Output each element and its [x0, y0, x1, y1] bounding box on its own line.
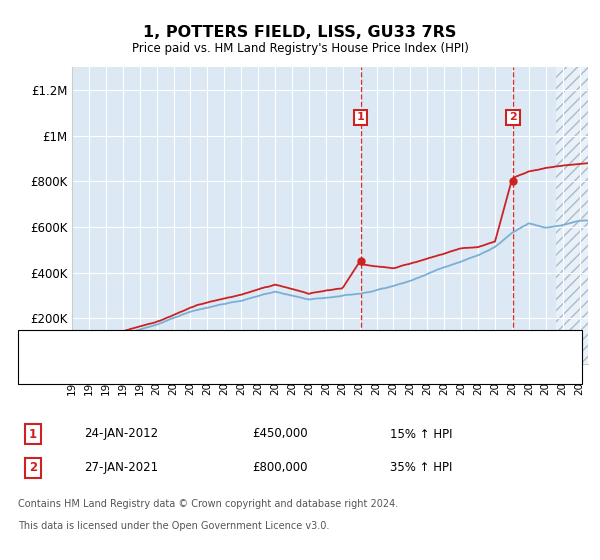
Text: Price paid vs. HM Land Registry's House Price Index (HPI): Price paid vs. HM Land Registry's House … [131, 42, 469, 55]
Text: 35% ↑ HPI: 35% ↑ HPI [390, 461, 452, 474]
Text: 2: 2 [509, 113, 517, 123]
Bar [556, 67, 588, 364]
Text: 1: 1 [357, 113, 365, 123]
Text: 27-JAN-2021: 27-JAN-2021 [84, 461, 158, 474]
Text: HPI: Average price, detached house, East Hampshire: HPI: Average price, detached house, East… [78, 363, 372, 374]
Text: Contains HM Land Registry data © Crown copyright and database right 2024.: Contains HM Land Registry data © Crown c… [18, 499, 398, 509]
Text: £800,000: £800,000 [252, 461, 308, 474]
Text: 2: 2 [29, 461, 37, 474]
Text: 24-JAN-2012: 24-JAN-2012 [84, 427, 158, 441]
Text: 1: 1 [29, 427, 37, 441]
Text: 1, POTTERS FIELD, LISS, GU33 7RS: 1, POTTERS FIELD, LISS, GU33 7RS [143, 25, 457, 40]
Text: This data is licensed under the Open Government Licence v3.0.: This data is licensed under the Open Gov… [18, 521, 329, 531]
Text: 1, POTTERS FIELD, LISS, GU33 7RS (detached house): 1, POTTERS FIELD, LISS, GU33 7RS (detach… [78, 340, 373, 351]
Text: £450,000: £450,000 [252, 427, 308, 441]
Text: 15% ↑ HPI: 15% ↑ HPI [390, 427, 452, 441]
Bar [556, 67, 588, 364]
